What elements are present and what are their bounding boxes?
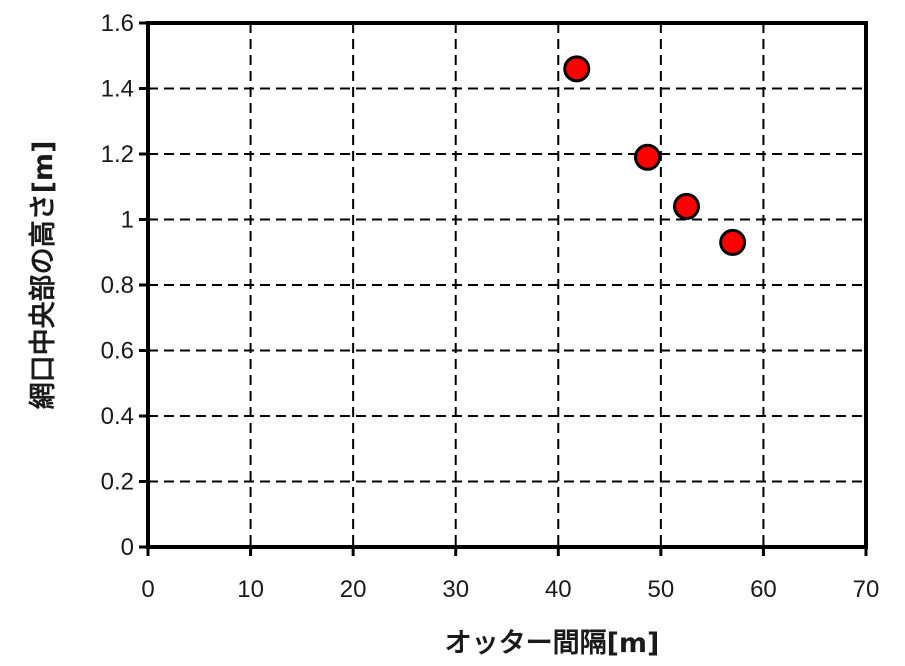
- data-point: [634, 143, 662, 171]
- y-tick-label: 0: [121, 534, 134, 561]
- x-tick-label: 0: [141, 576, 154, 603]
- x-tick-label: 20: [340, 576, 367, 603]
- x-tick-label: 60: [750, 576, 777, 603]
- y-axis-title: 網口中央部の高さ[m]: [27, 141, 59, 410]
- x-tick-labels: 0 10 20 30 40 50 60 70: [141, 576, 879, 603]
- x-axis-title: オッター間隔[m]: [445, 628, 660, 659]
- x-tick-label: 30: [442, 576, 469, 603]
- data-point: [563, 55, 591, 83]
- y-tick-label: 1.2: [101, 141, 134, 168]
- data-point: [673, 192, 700, 220]
- y-tick-label: 0.8: [101, 272, 134, 299]
- y-tick-label: 1.6: [101, 10, 134, 37]
- y-tick-label: 0.6: [101, 338, 134, 365]
- grid-lines: [148, 23, 866, 547]
- y-tick-labels: 0 0.2 0.4 0.6 0.8 1 1.2 1.4 1.6: [101, 10, 134, 561]
- y-tick-label: 1: [121, 207, 134, 234]
- x-tick-label: 10: [237, 576, 264, 603]
- x-tick-label: 50: [648, 576, 675, 603]
- data-point: [719, 228, 747, 256]
- y-tick-label: 0.4: [101, 403, 134, 430]
- y-tick-label: 1.4: [101, 76, 134, 103]
- y-tick-label: 0.2: [101, 469, 134, 496]
- axis-ticks: [139, 21, 868, 556]
- x-tick-label: 40: [545, 576, 572, 603]
- x-tick-label: 70: [853, 576, 880, 603]
- data-points: [563, 55, 747, 256]
